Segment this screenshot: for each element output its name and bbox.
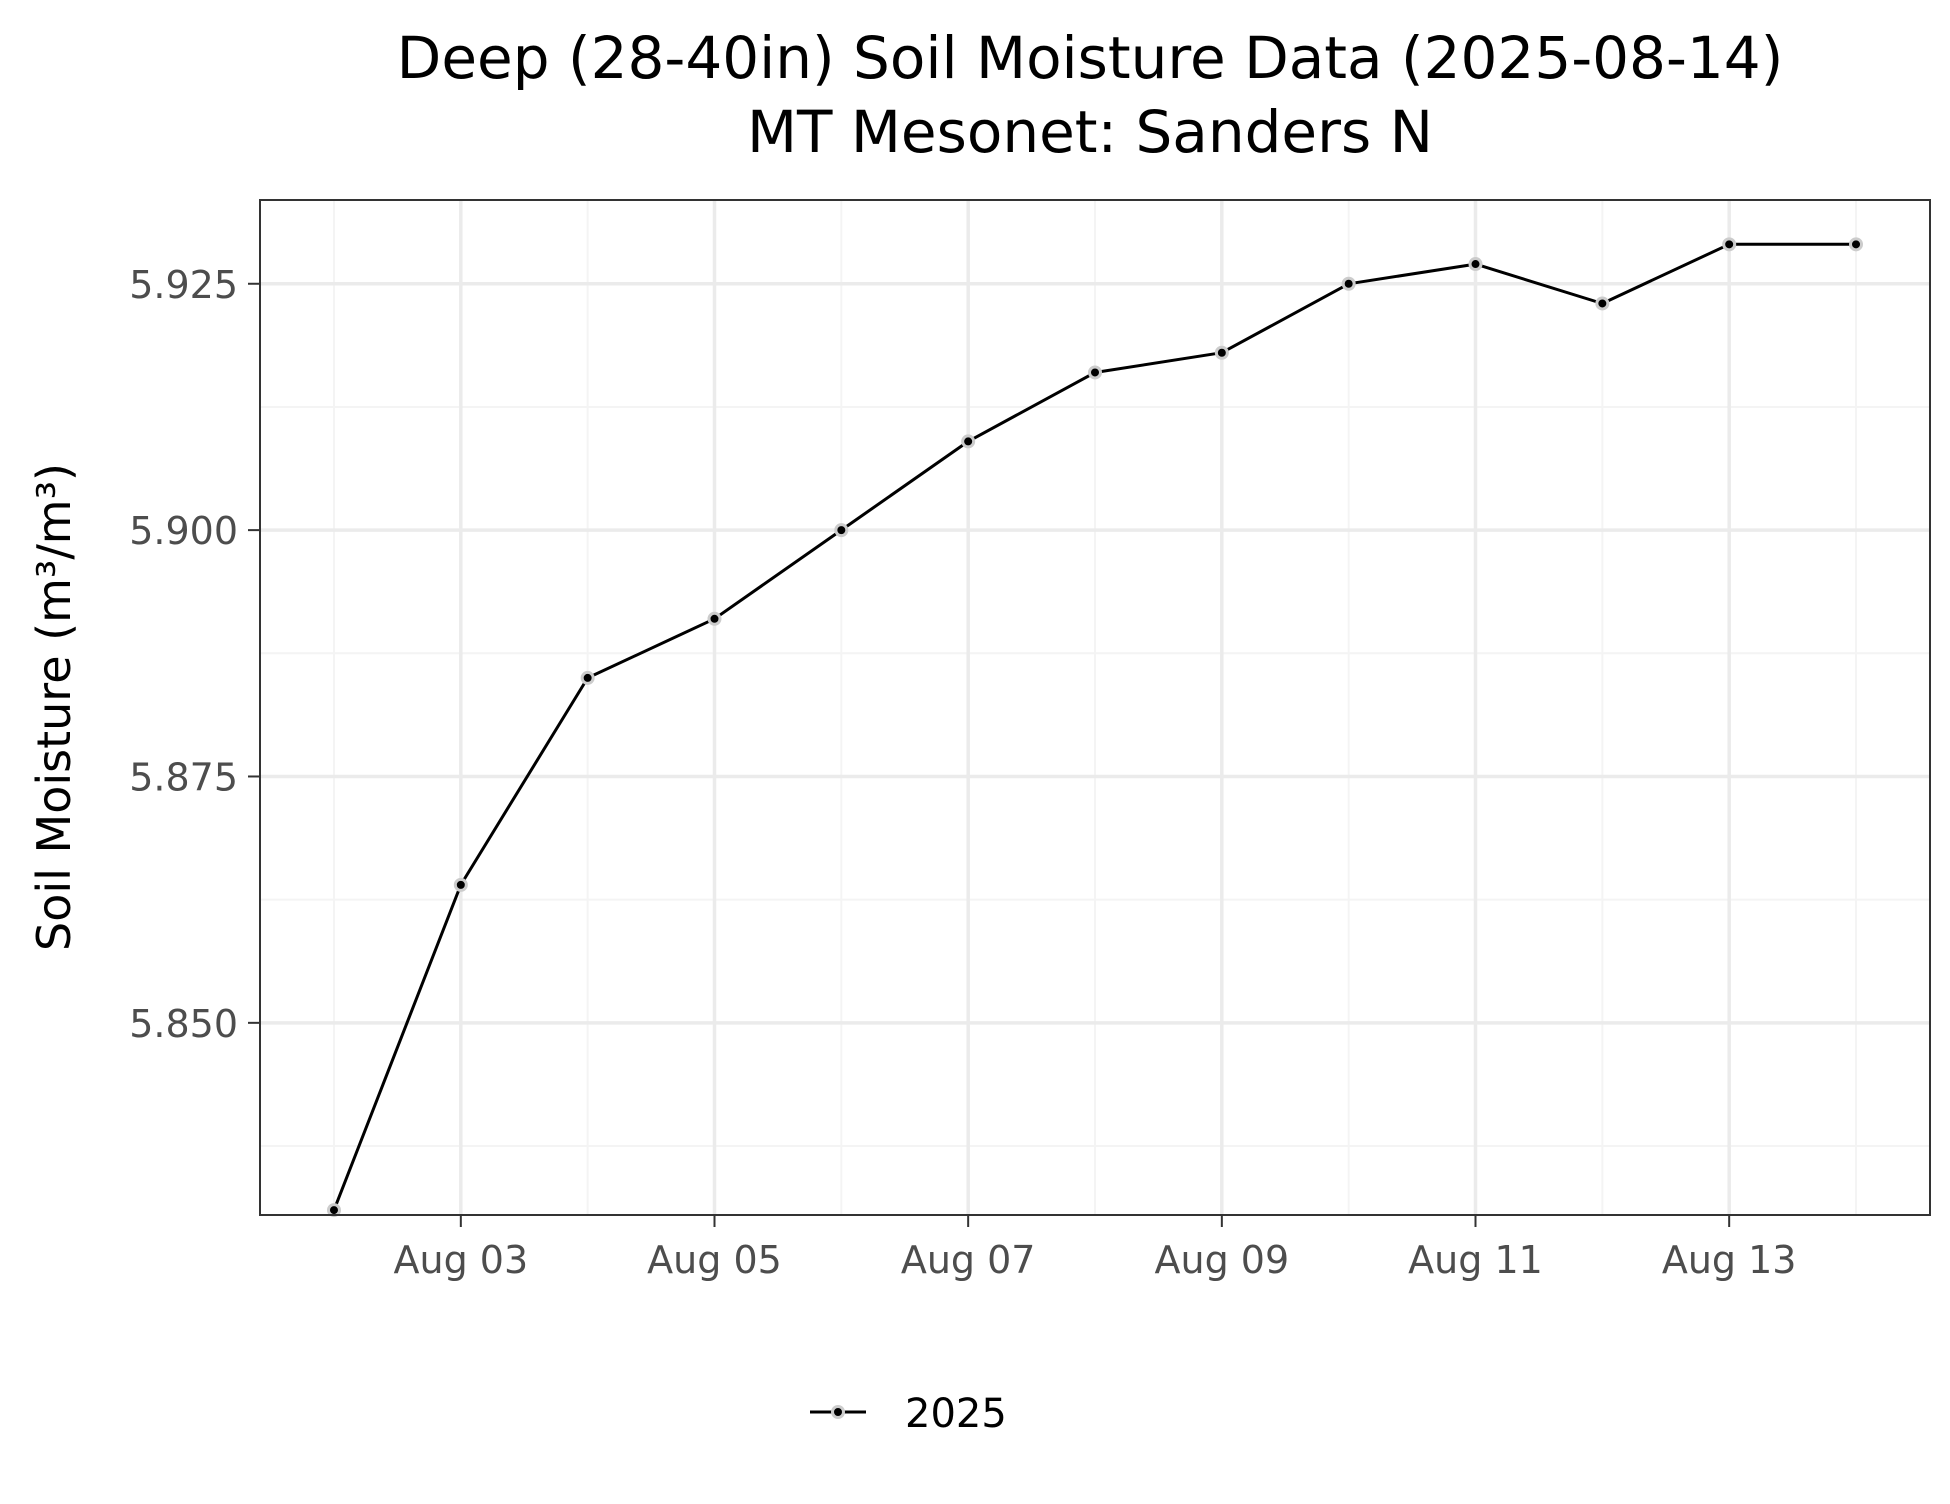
grid-layer (260, 200, 1930, 1215)
data-point (834, 523, 849, 538)
data-point (1088, 365, 1102, 380)
x-tick-label: Aug 03 (394, 1238, 529, 1282)
series-layer (326, 237, 1864, 1218)
chart-title: Deep (28-40in) Soil Moisture Data (2025-… (397, 24, 1784, 92)
panel-border (259, 199, 1931, 1216)
axis-layer: 5.850 5.875 5.900 5.925 Aug 03 Aug 05 Aug 07 Au… (129, 263, 1796, 1282)
data-point (1722, 237, 1737, 252)
data-point (1214, 345, 1229, 360)
y-axis-label: Soil Moisture (m³/m³) (27, 463, 81, 951)
x-tick-label: Aug 05 (647, 1238, 782, 1282)
y-tick-label: 5.925 (129, 263, 238, 307)
data-point (1468, 257, 1483, 272)
chart-subtitle: MT Mesonet: Sanders N (747, 98, 1433, 166)
x-tick-label: Aug 11 (1408, 1238, 1543, 1282)
data-point (580, 670, 595, 685)
y-tick-label: 5.900 (129, 509, 238, 553)
data-point (453, 877, 468, 892)
y-tick-label: 5.850 (129, 1002, 238, 1046)
legend: 2025 (810, 1391, 1007, 1437)
y-tick-label: 5.875 (129, 755, 238, 799)
x-tick-label: Aug 13 (1662, 1238, 1797, 1282)
data-point (1595, 296, 1610, 311)
data-point (961, 434, 976, 449)
x-tick-label: Aug 09 (1155, 1238, 1290, 1282)
data-point (1341, 276, 1356, 291)
data-point (326, 1203, 341, 1218)
x-tick-label: Aug 07 (901, 1238, 1036, 1282)
data-point (1849, 237, 1864, 252)
data-point (707, 611, 722, 626)
legend-label-2025: 2025 (905, 1391, 1007, 1437)
legend-point-swatch (831, 1405, 845, 1419)
